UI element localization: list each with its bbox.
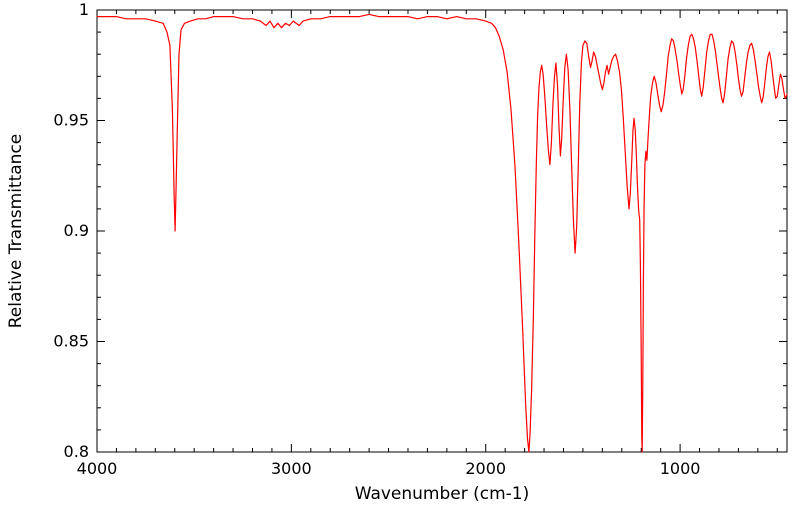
y-tick-label: 0.8 xyxy=(64,442,89,461)
y-tick-label: 0.95 xyxy=(53,111,89,130)
plot-border xyxy=(96,9,788,453)
y-tick-label: 0.9 xyxy=(64,221,89,240)
y-axis-title: Relative Transmittance xyxy=(6,133,26,329)
x-tick-label: 3000 xyxy=(271,459,312,478)
y-tick-label: 0.85 xyxy=(53,332,89,351)
x-axis-title: Wavenumber (cm-1) xyxy=(354,484,530,504)
x-tick-label: 4000 xyxy=(77,459,118,478)
x-tick-label: 1000 xyxy=(660,459,701,478)
x-tick-label: 2000 xyxy=(465,459,506,478)
y-tick-label: 1 xyxy=(79,0,89,19)
spectrum-line xyxy=(96,13,788,453)
